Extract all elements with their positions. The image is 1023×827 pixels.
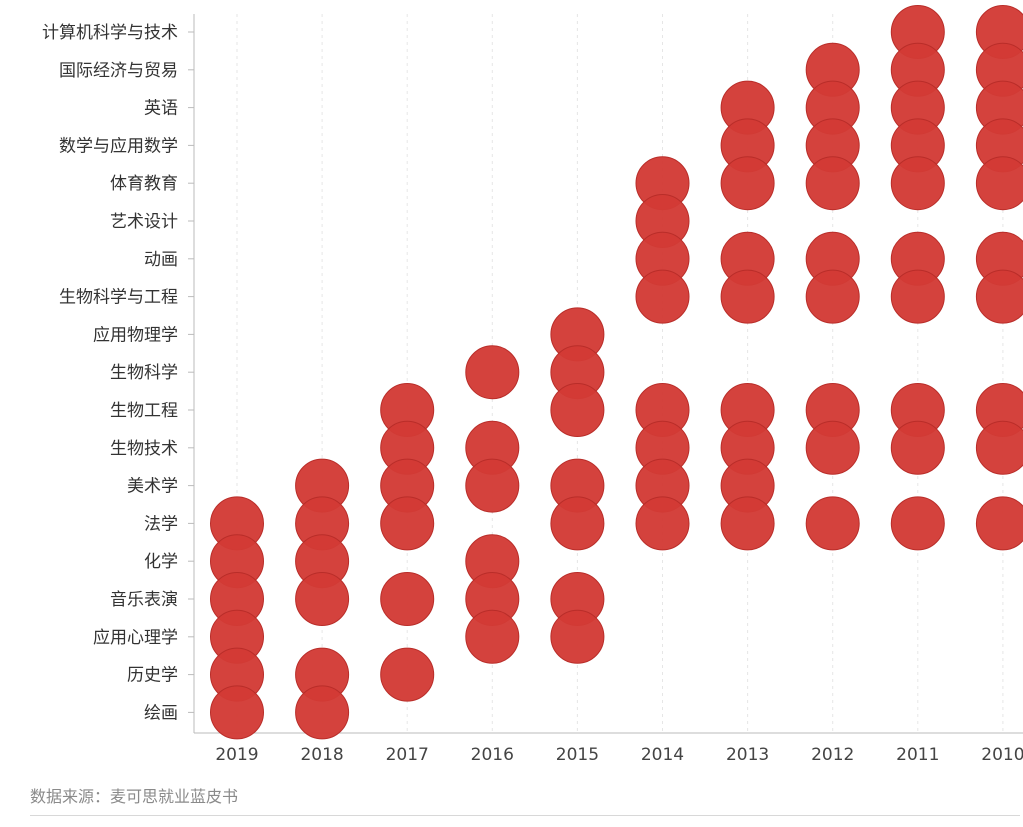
data-point-2017-13 <box>380 496 435 551</box>
grid-lines <box>236 14 1004 733</box>
data-point-2010-13 <box>975 496 1023 551</box>
data-point-2012-11 <box>805 420 860 475</box>
data-point-2014-13 <box>635 496 690 551</box>
data-point-2016-12 <box>465 458 520 513</box>
data-point-2010-4 <box>975 156 1023 211</box>
x-tick-label: 2010 <box>981 745 1023 765</box>
x-tick-label: 2019 <box>215 745 258 765</box>
bottom-divider <box>30 815 1020 816</box>
data-point-2019-18 <box>210 685 264 740</box>
chart-area: 计算机科学与技术国际经济与贸易英语数学与应用数学体育教育艺术设计动画生物科学与工… <box>42 5 1023 765</box>
data-point-2012-13 <box>805 496 860 551</box>
x-tick-label: 2013 <box>726 745 769 765</box>
data-point-2014-7 <box>635 269 690 324</box>
data-point-2013-13 <box>720 496 775 551</box>
x-axis-labels: 2019 2018 2017 2016 2015 2014 2013 2012 2011 2010 <box>215 745 1023 765</box>
y-tick-label: 应用心理学 <box>93 628 178 648</box>
data-point-2011-13 <box>890 496 945 551</box>
data-point-2011-11 <box>890 420 945 475</box>
y-tick-label: 动画 <box>144 250 178 270</box>
data-point-2018-18 <box>295 685 350 740</box>
y-tick-label: 音乐表演 <box>110 590 178 610</box>
data-point-2012-4 <box>805 156 860 211</box>
x-tick-label: 2014 <box>641 745 684 765</box>
data-point-2015-13 <box>550 496 605 551</box>
data-point-2016-9 <box>465 345 520 400</box>
y-tick-label: 国际经济与贸易 <box>59 61 178 81</box>
data-point-2012-7 <box>805 269 860 324</box>
data-point-2010-7 <box>975 269 1023 324</box>
y-tick-label: 应用物理学 <box>93 325 178 345</box>
y-tick-label: 体育教育 <box>110 174 178 194</box>
y-tick-label: 绘画 <box>144 703 178 723</box>
y-tick-label: 数学与应用数学 <box>59 136 178 156</box>
y-tick-label: 美术学 <box>127 477 178 497</box>
y-tick-label: 化学 <box>144 552 178 572</box>
x-tick-label: 2017 <box>386 745 429 765</box>
y-axis-labels: 计算机科学与技术国际经济与贸易英语数学与应用数学体育教育艺术设计动画生物科学与工… <box>42 23 194 723</box>
data-point-2013-4 <box>720 156 775 211</box>
data-points <box>210 5 1023 740</box>
y-tick-label: 法学 <box>144 514 178 534</box>
data-point-2018-15 <box>295 572 350 626</box>
data-point-2013-7 <box>720 269 775 324</box>
data-point-2017-15 <box>380 572 435 626</box>
y-tick-label: 生物科学与工程 <box>59 288 178 308</box>
x-tick-label: 2012 <box>811 745 854 765</box>
data-point-2016-16 <box>465 609 520 664</box>
data-point-2010-11 <box>975 420 1023 475</box>
y-tick-label: 生物科学 <box>110 363 178 383</box>
y-tick-label: 生物技术 <box>110 439 178 459</box>
x-tick-label: 2018 <box>300 745 343 765</box>
y-tick-label: 艺术设计 <box>110 212 178 232</box>
y-tick-label: 计算机科学与技术 <box>42 23 178 43</box>
data-point-2017-17 <box>380 647 435 702</box>
y-tick-label: 英语 <box>144 99 178 119</box>
y-tick-label: 历史学 <box>127 666 178 686</box>
y-tick-label: 生物工程 <box>110 401 178 421</box>
x-tick-label: 2016 <box>471 745 514 765</box>
x-tick-label: 2015 <box>556 745 599 765</box>
data-point-2011-7 <box>890 269 945 324</box>
data-point-2011-4 <box>890 156 945 211</box>
data-point-2015-16 <box>550 609 605 664</box>
data-source-note: 数据来源：麦可思就业蓝皮书 <box>30 787 239 806</box>
x-tick-label: 2011 <box>896 745 939 765</box>
data-point-2015-10 <box>550 383 605 437</box>
